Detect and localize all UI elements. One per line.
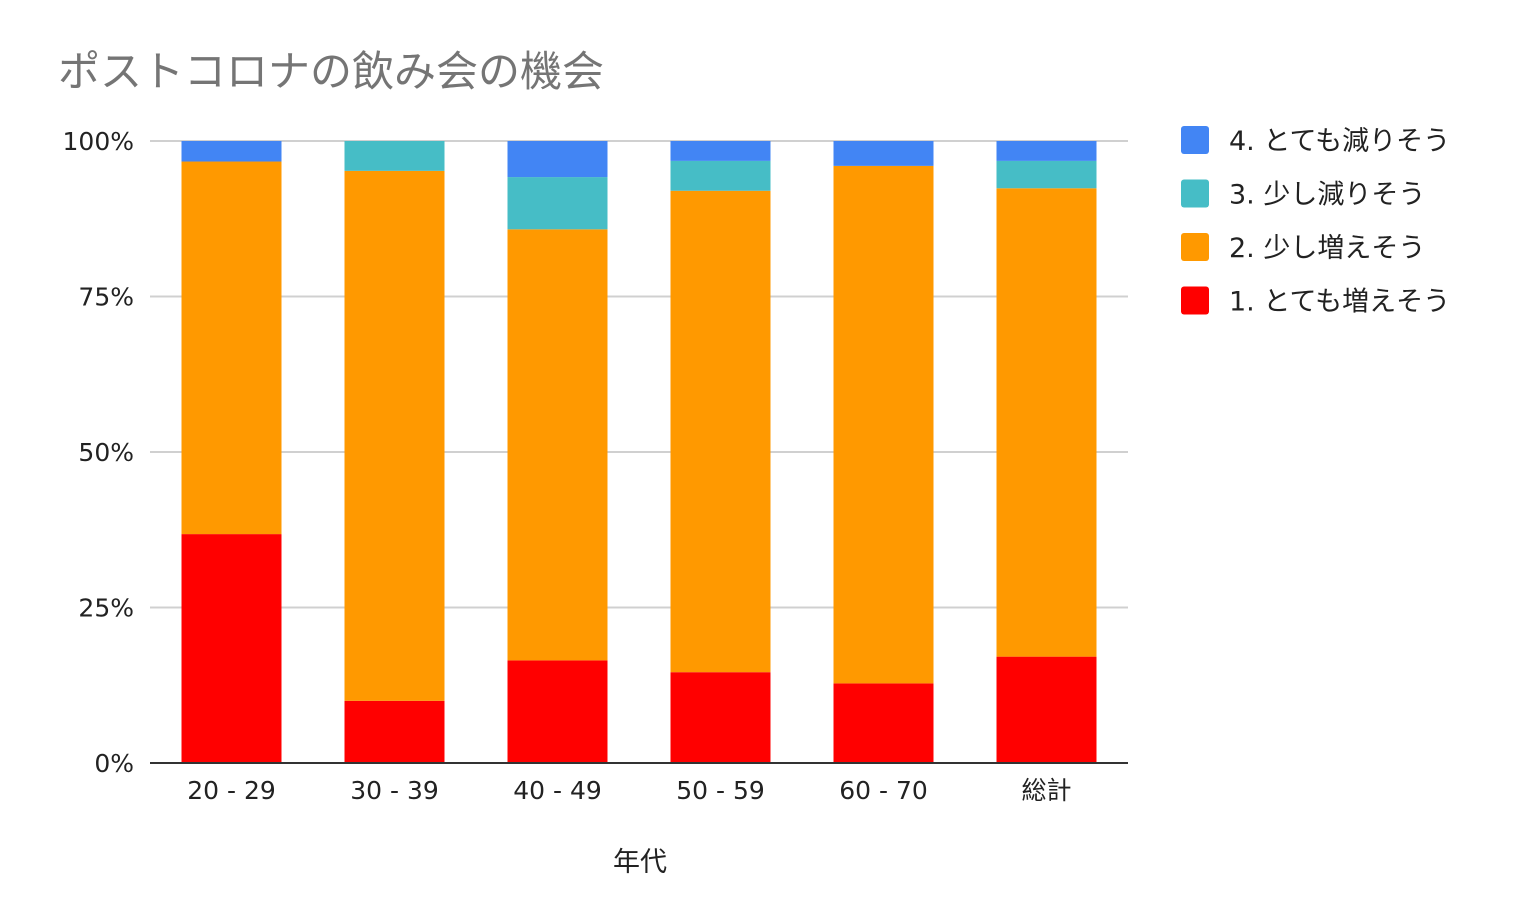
y-tick-label: 0% [94,749,134,778]
x-axis-title: 年代 [613,847,667,878]
bar-segment [996,188,1097,657]
x-tick-label: 30 - 39 [350,776,439,805]
bar-segment [344,700,445,763]
bar-segment [833,165,934,684]
gridlines [150,140,1128,609]
bar-segment [670,190,771,673]
bar-segment [833,683,934,763]
legend-swatch [1181,286,1209,315]
bar-segment [833,141,934,166]
bar-segment [507,141,608,178]
bar-segment [996,141,1097,161]
y-tick-label: 50% [78,438,134,467]
x-tick-label: 50 - 59 [676,776,765,805]
bar-segment [344,141,445,171]
bar-segment [507,177,608,230]
legend-swatch [1181,179,1209,208]
legend-label: 1. とても増えそう [1229,287,1450,318]
y-tick-label: 100% [63,127,134,156]
bar-segment [507,229,608,661]
bar-segment [670,160,771,191]
legend-label: 2. 少し増えそう [1229,233,1425,264]
legend-label: 3. 少し減りそう [1229,180,1425,211]
bar-segment [996,160,1097,189]
bar-segment [670,672,771,763]
bar-segment [344,170,445,701]
x-tick-label: 総計 [1021,776,1071,805]
bar-series [181,141,1097,763]
axes: 0% 25% 50% 75% 100% 20 - 29 30 - 39 40 - 49 50 -… [63,127,1128,805]
bar-segment [996,656,1097,763]
legend-label: 4. とても減りそう [1229,126,1450,157]
bar-segment [670,141,771,161]
bar-segment [507,660,608,763]
x-tick-label: 20 - 29 [187,776,276,805]
x-tick-label: 40 - 49 [513,776,602,805]
bar-segment [181,534,282,763]
legend-swatch [1181,233,1209,261]
legend: 4. とても減りそう 3. 少し減りそう 2. 少し増えそう 1. とても増えそう [1181,126,1450,318]
y-tick-label: 25% [78,594,134,623]
bar-segment [181,141,282,162]
bar-segment [181,161,282,535]
chart-title: ポストコロナの飲み会の機会 [58,47,604,96]
legend-swatch [1181,126,1209,154]
y-tick-label: 75% [78,283,134,312]
x-tick-label: 60 - 70 [839,776,928,805]
